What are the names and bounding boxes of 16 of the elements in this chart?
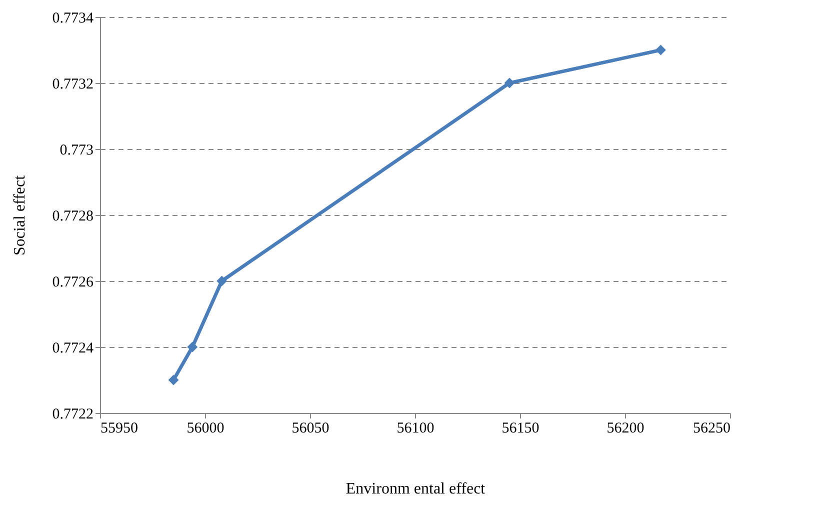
x-tick-label: 56050 [292,420,330,436]
x-tick-label: 56000 [186,420,224,436]
x-tick-label: 56100 [396,420,434,436]
y-tick-label: 0.7732 [52,76,94,92]
x-tick-label: 56200 [606,420,644,436]
x-tick-label: 55950 [100,420,138,436]
x-tick-label: 56250 [693,420,730,436]
y-tick-label: 0.7722 [52,406,94,422]
y-tick-label: 0.7728 [52,208,94,224]
y-axis-title: Social effect [11,174,28,256]
y-tick-label: 0.773 [60,142,94,158]
y-tick-label: 0.7726 [52,274,94,290]
x-axis-title: Environm ental effect [346,480,486,498]
y-tick-label: 0.7724 [52,340,94,356]
x-tick-label: 56150 [502,420,540,436]
y-tick-label: 0.7734 [52,10,94,26]
